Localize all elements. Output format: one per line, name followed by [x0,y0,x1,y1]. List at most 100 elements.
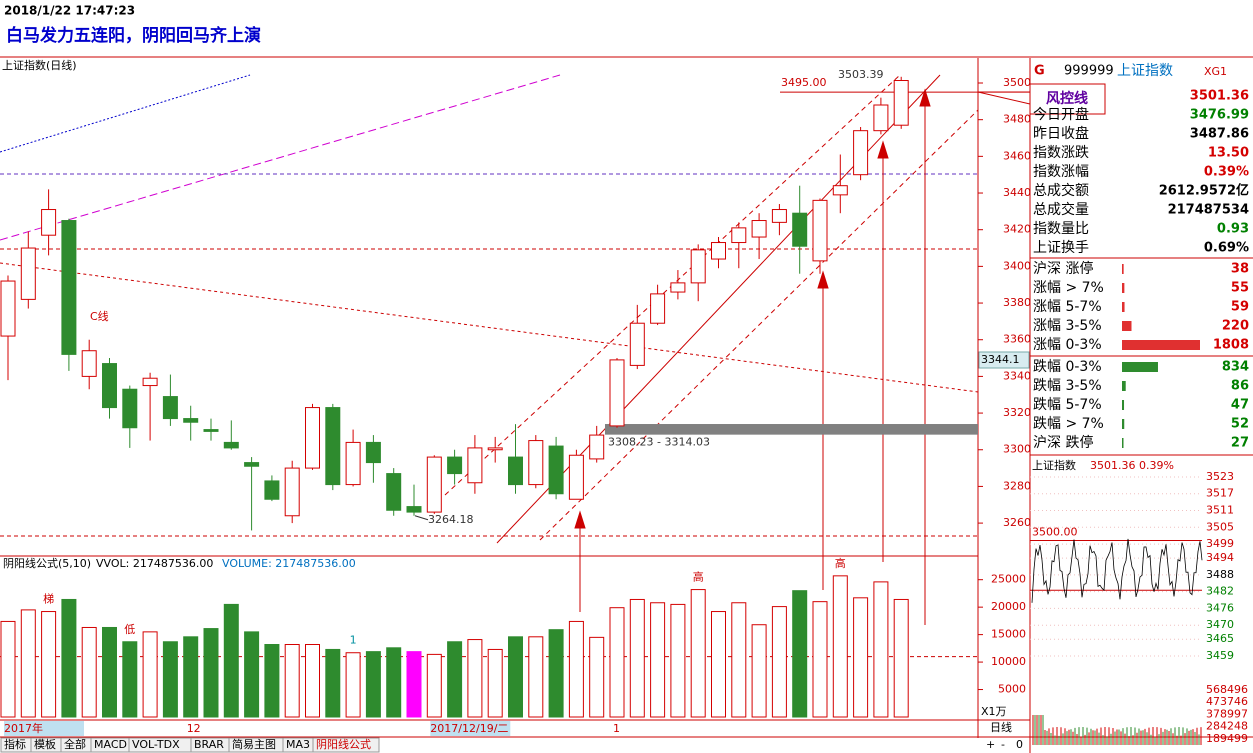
candle-body [102,363,117,409]
candle-body [548,445,564,495]
tab-label: 阴阳线公式 [316,737,371,751]
name: 上证指数 [1117,63,1173,79]
period: 日线 [990,720,1012,734]
candle-body [731,227,747,244]
vol-bar [0,620,16,718]
tab-label: VOL-TDX [132,738,180,751]
mini-price: 3501.36 0.39% [1090,459,1174,472]
tab-label: BRAR [194,738,224,751]
control[interactable]: 0 [1016,738,1023,751]
high-label: 3503.39 [838,68,884,81]
q-value: 0.93 [1217,222,1249,237]
vol-bar [670,603,686,718]
vol-bar [751,624,767,718]
candle-body [20,247,36,300]
low-label: 3264.18 [428,513,474,526]
vol-bar [426,653,442,718]
low-pointer [414,515,429,521]
b-bar [1122,302,1125,312]
candle-body [751,220,767,238]
b-label: 跌幅 > 7% [1033,416,1104,432]
y-tick-label: 3440 [1003,186,1031,199]
flag [978,351,1030,369]
code: 999999 [1064,64,1114,79]
candle-body [406,506,422,513]
callout [1029,83,1106,115]
mini-line [1031,538,1203,603]
candle-body [223,441,239,449]
b-value: 59 [1231,300,1249,315]
vol-bar [386,647,402,718]
vol-bar [325,648,341,718]
y-tick-label: 3480 [1003,113,1031,126]
tab-label: 全部 [64,737,86,751]
line-label: C线 [90,309,109,323]
vol-bar [589,636,605,718]
control[interactable]: + [986,738,995,751]
y-tick-label: 3380 [1003,296,1031,309]
b-value: 86 [1231,379,1249,394]
v-tick-label: 15000 [991,628,1026,641]
b-value: 27 [1231,436,1249,451]
q-label: 总成交量 [1033,201,1089,218]
zone-label: 3308.23 - 3314.03 [608,436,710,449]
vol-bar [162,641,178,718]
candle-body [873,104,889,132]
vol-note: 低 [124,623,135,636]
vol-bar [447,641,463,718]
vol: VOLUME: 217487536.00 [222,557,356,570]
vvol: VVOL: 217487536.00 [96,557,213,570]
y-tick-label: 3420 [1003,223,1031,236]
mini-ref: 3500.00 [1032,525,1078,538]
q-label: 指数涨幅 [1033,164,1089,180]
vol-bar [528,636,544,718]
x-label: 12 [187,722,201,735]
candle-body [386,473,402,511]
vol-bar [41,611,57,718]
candle-body [467,447,483,484]
q-value: 3487.86 [1190,127,1249,142]
candle-body [487,447,503,451]
candle-body [0,280,16,337]
b-bar [1122,283,1125,293]
y-tick-label: 3340 [1003,369,1031,382]
candle-body [142,377,158,387]
mini-tick: 3505 [1206,520,1234,533]
mini-title: 上证指数 [1032,458,1076,472]
vol-bar [467,639,483,718]
candle-body [853,130,869,176]
b-label: 跌幅 5-7% [1033,397,1102,413]
vol-bar [792,590,808,718]
b-bar [1122,321,1132,331]
candle-body [81,350,97,377]
candle-body [893,80,909,126]
y-tick-label: 3280 [1003,479,1031,492]
q-label: 上证换手 [1033,239,1089,256]
y-tick-label: 3400 [1003,259,1031,272]
candle-body [629,322,645,366]
candle-body [812,199,828,262]
q-value: 13.50 [1208,146,1249,161]
price-flag: 3344.1 [981,353,1020,366]
tab[interactable] [312,737,380,753]
candle-body [589,434,605,460]
q-value: 217487534 [1168,203,1249,218]
candle-body [365,441,381,464]
y-tick-label: 3360 [1003,333,1031,346]
x-label: 2017/12/19/二 [430,722,508,735]
mini-vtick: 473746 [1206,695,1248,708]
q-value: 3476.99 [1190,108,1249,123]
channel [539,109,979,541]
b-value: 834 [1222,360,1249,375]
candle-body [508,456,523,486]
control[interactable]: - [1001,738,1005,751]
b-value: 220 [1222,319,1249,334]
vol-bar [81,626,97,718]
unit: X1万 [981,705,1007,718]
risk-label: 风控线 [1046,90,1088,107]
candle-body [183,418,199,423]
tab-label: 指标 [4,737,26,751]
vol-bar [812,601,828,718]
vol-bar [61,598,77,718]
vol-bar [568,620,584,718]
